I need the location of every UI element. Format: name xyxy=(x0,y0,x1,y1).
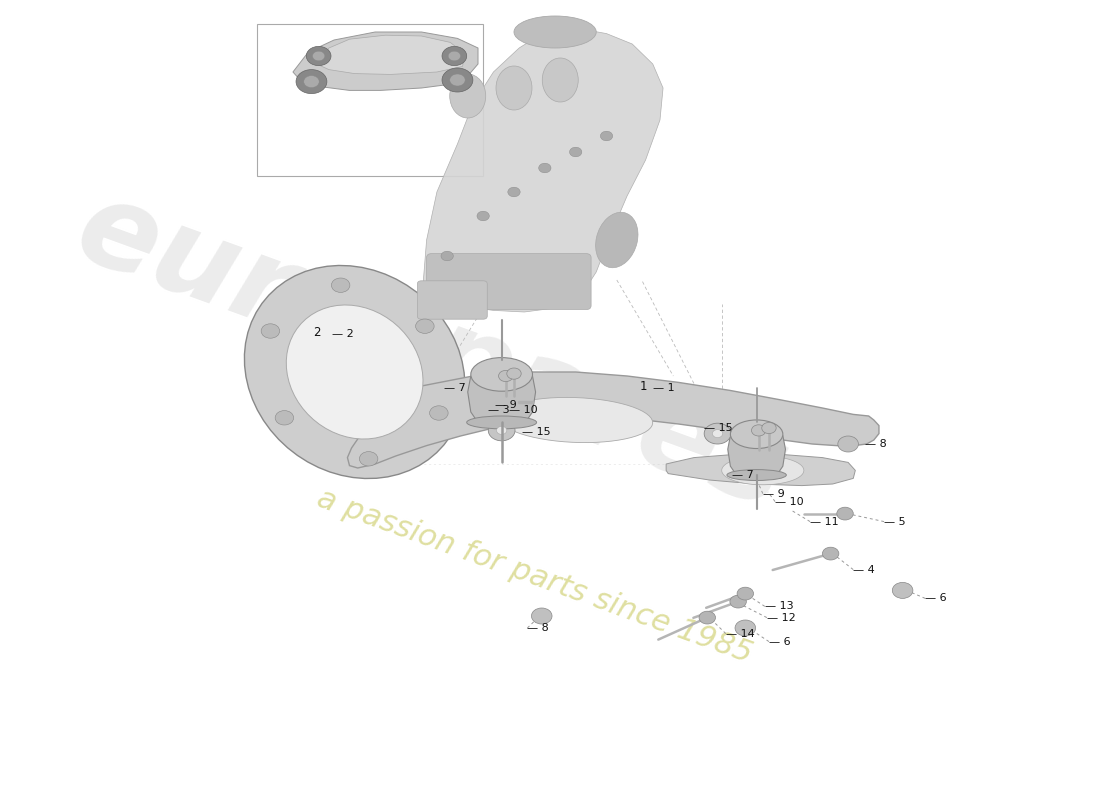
Circle shape xyxy=(601,131,613,141)
Text: — 11: — 11 xyxy=(810,517,838,526)
Polygon shape xyxy=(468,376,536,424)
Circle shape xyxy=(296,70,327,94)
Circle shape xyxy=(737,587,754,600)
Text: — 9: — 9 xyxy=(762,489,784,498)
Circle shape xyxy=(713,430,723,438)
Text: — 6: — 6 xyxy=(769,637,791,646)
Text: — 2: — 2 xyxy=(332,330,354,339)
Circle shape xyxy=(704,423,730,444)
Ellipse shape xyxy=(450,74,486,118)
Text: 1: 1 xyxy=(640,380,648,393)
Circle shape xyxy=(442,46,466,66)
Text: — 8: — 8 xyxy=(527,623,549,633)
Text: eurospares: eurospares xyxy=(62,170,802,534)
Circle shape xyxy=(304,76,319,88)
Circle shape xyxy=(539,163,551,173)
Polygon shape xyxy=(348,372,879,468)
Text: — 15: — 15 xyxy=(522,427,551,437)
Circle shape xyxy=(261,324,279,338)
Text: — 6: — 6 xyxy=(925,594,947,603)
FancyBboxPatch shape xyxy=(427,254,591,310)
Circle shape xyxy=(751,425,766,436)
Circle shape xyxy=(360,452,378,466)
Circle shape xyxy=(496,426,507,434)
Text: — 8: — 8 xyxy=(865,439,887,449)
Text: — 7: — 7 xyxy=(444,383,465,393)
Polygon shape xyxy=(293,32,478,90)
Circle shape xyxy=(570,147,582,157)
Circle shape xyxy=(430,406,448,420)
Ellipse shape xyxy=(514,16,596,48)
Ellipse shape xyxy=(466,416,537,429)
Circle shape xyxy=(762,422,777,434)
Ellipse shape xyxy=(496,66,532,110)
Circle shape xyxy=(442,68,473,92)
Circle shape xyxy=(416,319,434,334)
Text: — 13: — 13 xyxy=(764,602,793,611)
FancyBboxPatch shape xyxy=(417,281,487,319)
Ellipse shape xyxy=(542,58,579,102)
Circle shape xyxy=(837,507,854,520)
Circle shape xyxy=(498,370,513,382)
Ellipse shape xyxy=(727,470,786,481)
Circle shape xyxy=(488,420,515,441)
Circle shape xyxy=(730,595,746,608)
Ellipse shape xyxy=(730,420,783,449)
Circle shape xyxy=(312,51,324,61)
Text: — 10: — 10 xyxy=(509,405,538,414)
Circle shape xyxy=(698,611,715,624)
Text: — 15: — 15 xyxy=(704,423,733,433)
Circle shape xyxy=(508,187,520,197)
Text: — 3: — 3 xyxy=(488,406,510,415)
Polygon shape xyxy=(286,305,424,439)
Circle shape xyxy=(735,620,756,636)
Text: 2: 2 xyxy=(314,326,321,338)
Circle shape xyxy=(531,608,552,624)
Polygon shape xyxy=(722,456,804,485)
Polygon shape xyxy=(421,28,663,312)
Circle shape xyxy=(275,410,294,425)
Text: — 9: — 9 xyxy=(495,400,517,410)
Text: — 14: — 14 xyxy=(726,629,755,638)
Polygon shape xyxy=(498,398,652,442)
Polygon shape xyxy=(728,435,785,477)
Circle shape xyxy=(441,251,453,261)
Circle shape xyxy=(823,547,839,560)
Text: — 12: — 12 xyxy=(767,613,795,622)
Circle shape xyxy=(306,46,331,66)
Circle shape xyxy=(448,51,461,61)
Circle shape xyxy=(331,278,350,292)
Polygon shape xyxy=(244,266,465,478)
Text: — 4: — 4 xyxy=(854,565,874,574)
Polygon shape xyxy=(667,454,856,486)
Circle shape xyxy=(892,582,913,598)
Text: — 5: — 5 xyxy=(884,517,905,526)
Bar xyxy=(257,24,483,176)
Circle shape xyxy=(477,211,490,221)
Text: — 10: — 10 xyxy=(776,497,804,506)
Ellipse shape xyxy=(471,358,532,391)
Polygon shape xyxy=(317,35,464,74)
Circle shape xyxy=(450,74,465,86)
Text: — 7: — 7 xyxy=(732,470,754,480)
Circle shape xyxy=(838,436,858,452)
Text: — 1: — 1 xyxy=(652,383,674,393)
Ellipse shape xyxy=(595,212,638,268)
Text: a passion for parts since 1985: a passion for parts since 1985 xyxy=(314,483,756,669)
Circle shape xyxy=(507,368,521,379)
